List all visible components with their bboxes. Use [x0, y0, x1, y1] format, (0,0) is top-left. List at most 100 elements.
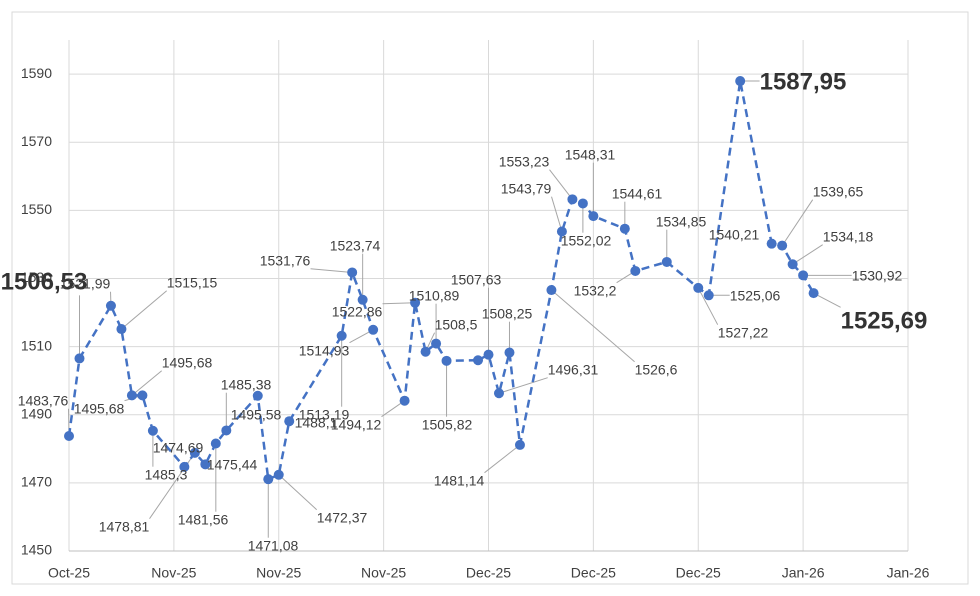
y-tick-label: 1570: [21, 133, 52, 149]
data-label: 1514,93: [299, 343, 350, 359]
data-label: 1478,81: [99, 519, 150, 535]
y-tick-label: 1490: [21, 405, 52, 421]
data-label: 1534,85: [656, 214, 707, 230]
data-label: 1485,38: [221, 377, 272, 393]
data-label: 1481,14: [434, 473, 485, 489]
x-tick-label: Jan-26: [887, 565, 930, 581]
leader-line: [278, 474, 318, 511]
x-tick-label: Dec-25: [676, 565, 721, 581]
data-label: 1496,31: [548, 362, 599, 378]
data-point: [798, 270, 809, 281]
data-label: 1525,06: [730, 288, 781, 304]
x-tick-label: Jan-26: [782, 565, 825, 581]
data-label: 1552,02: [561, 233, 612, 249]
data-point: [787, 259, 798, 270]
data-label: 1539,65: [813, 184, 864, 200]
data-label: 1531,76: [260, 253, 311, 269]
x-tick-label: Nov-25: [361, 565, 406, 581]
data-point: [273, 469, 284, 480]
data-label: 1522,86: [332, 304, 383, 320]
data-point: [735, 76, 746, 87]
leader-line: [131, 370, 163, 396]
x-tick-label: Nov-25: [256, 565, 301, 581]
data-point: [347, 267, 358, 278]
series-line: [67, 80, 815, 481]
leader-line: [813, 292, 841, 308]
data-label: 1508,5: [435, 317, 478, 333]
data-point: [441, 355, 452, 366]
data-point: [567, 194, 578, 205]
data-point: [630, 265, 641, 276]
data-point: [126, 390, 137, 401]
data-label: 1471,08: [248, 538, 299, 554]
data-label: 1488,1: [295, 415, 338, 431]
data-label: 1513,19: [299, 407, 350, 423]
data-label: 1540,21: [709, 227, 760, 243]
data-label: 1474,69: [153, 440, 204, 456]
data-point: [493, 388, 504, 399]
data-point: [179, 461, 190, 472]
x-tick-label: Dec-25: [571, 565, 616, 581]
data-label: 1544,61: [612, 186, 663, 202]
data-label: 1507,63: [451, 272, 502, 288]
data-point: [431, 338, 442, 349]
data-label: 1508,25: [482, 306, 533, 322]
data-label: 1548,31: [565, 147, 616, 163]
data-label: 1506,53: [1, 268, 88, 295]
data-label: 1515,15: [167, 275, 218, 291]
data-label: 1495,68: [74, 401, 125, 417]
data-label: 1523,74: [330, 238, 381, 254]
leader-line: [549, 169, 573, 200]
data-point: [661, 256, 672, 267]
x-tick-label: Oct-25: [48, 565, 90, 581]
data-point: [808, 288, 819, 299]
data-point: [263, 474, 274, 485]
data-point: [514, 439, 525, 450]
y-tick-label: 1550: [21, 201, 52, 217]
data-point: [703, 290, 714, 301]
y-tick-label: 1470: [21, 474, 52, 490]
data-label: 1553,23: [499, 154, 550, 170]
data-point: [546, 285, 557, 296]
data-point: [105, 300, 116, 311]
data-point: [221, 425, 232, 436]
chart-frame: [11, 11, 969, 585]
data-label: 1527,22: [718, 325, 769, 341]
x-tick-label: Nov-25: [151, 565, 196, 581]
leader-line: [792, 244, 823, 265]
data-point: [556, 226, 567, 237]
data-point: [210, 438, 221, 449]
data-label: 1530,92: [852, 268, 903, 284]
data-point: [252, 390, 263, 401]
leader-line: [121, 290, 168, 330]
data-point: [588, 211, 599, 222]
data-label: 1483,76: [18, 393, 69, 409]
leader-line: [781, 199, 814, 246]
leader-line: [310, 268, 353, 273]
data-point: [777, 240, 788, 251]
leader-line: [382, 302, 416, 305]
y-tick-label: 1450: [21, 542, 52, 558]
data-label: 1495,68: [162, 355, 213, 371]
y-tick-label: 1510: [21, 337, 52, 353]
data-point: [284, 416, 295, 427]
leader-line: [551, 196, 563, 232]
data-label: 1587,95: [760, 68, 847, 95]
data-point: [504, 347, 515, 358]
data-point: [74, 353, 85, 364]
data-label: 1485,3: [145, 467, 188, 483]
data-point: [336, 330, 347, 341]
data-label: 1534,18: [823, 229, 874, 245]
data-label: 1505,82: [422, 417, 473, 433]
data-point: [147, 425, 158, 436]
data-label: 1521,99: [60, 276, 111, 292]
data-point: [766, 238, 777, 249]
data-label: 1481,56: [178, 512, 229, 528]
data-point: [410, 297, 421, 308]
data-point: [619, 223, 630, 234]
data-label: 1532,2: [574, 283, 617, 299]
data-label: 1495,58: [231, 407, 282, 423]
data-point: [189, 447, 200, 458]
